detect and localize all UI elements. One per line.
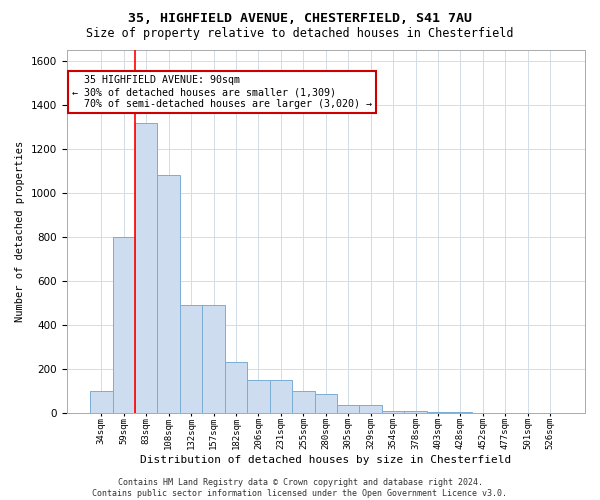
Text: 35, HIGHFIELD AVENUE, CHESTERFIELD, S41 7AU: 35, HIGHFIELD AVENUE, CHESTERFIELD, S41 … xyxy=(128,12,472,26)
Bar xyxy=(292,391,314,413)
Bar xyxy=(337,406,359,413)
Bar xyxy=(359,406,382,413)
Text: 35 HIGHFIELD AVENUE: 90sqm
← 30% of detached houses are smaller (1,309)
  70% of: 35 HIGHFIELD AVENUE: 90sqm ← 30% of deta… xyxy=(72,76,372,108)
Bar xyxy=(449,412,472,413)
Bar xyxy=(202,305,225,413)
Bar xyxy=(90,391,113,413)
Bar xyxy=(382,411,404,413)
Y-axis label: Number of detached properties: Number of detached properties xyxy=(15,141,25,322)
Bar xyxy=(135,122,157,413)
Text: Size of property relative to detached houses in Chesterfield: Size of property relative to detached ho… xyxy=(86,28,514,40)
Bar xyxy=(180,305,202,413)
Bar xyxy=(113,237,135,413)
Bar xyxy=(427,412,449,413)
Bar xyxy=(314,394,337,413)
Bar xyxy=(225,362,247,413)
Text: Contains HM Land Registry data © Crown copyright and database right 2024.
Contai: Contains HM Land Registry data © Crown c… xyxy=(92,478,508,498)
Bar xyxy=(269,380,292,413)
Bar xyxy=(404,411,427,413)
Bar xyxy=(157,176,180,413)
Bar xyxy=(247,380,269,413)
X-axis label: Distribution of detached houses by size in Chesterfield: Distribution of detached houses by size … xyxy=(140,455,511,465)
